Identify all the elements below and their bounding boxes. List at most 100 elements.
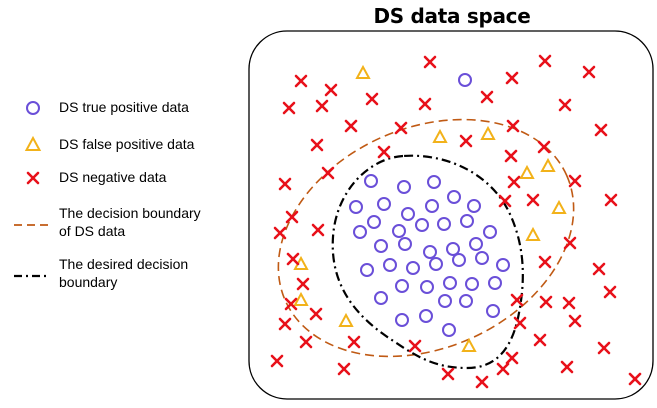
negative-point [498, 194, 512, 208]
legend-label: The decision boundary [59, 205, 201, 221]
negative-point [526, 193, 540, 207]
true-positive-point [374, 239, 388, 253]
true-positive-point [377, 197, 391, 211]
negative-point [562, 296, 576, 310]
legend-label: DS false positive data [59, 136, 195, 152]
false-positive-point [338, 312, 354, 327]
negative-point [592, 262, 606, 276]
negative-point [507, 175, 521, 189]
negative-point [315, 99, 329, 113]
negative-point [538, 255, 552, 269]
dash-dot-line-icon [14, 274, 50, 278]
negative-point [568, 314, 582, 328]
negative-point [282, 101, 296, 115]
cross-marker-icon [26, 171, 40, 185]
true-positive-point [447, 190, 461, 204]
negative-point [408, 339, 422, 353]
true-positive-point [419, 309, 433, 323]
true-positive-point [401, 207, 415, 221]
desired-boundary-path [331, 154, 524, 370]
negative-point [628, 372, 642, 386]
true-positive-point [438, 294, 452, 308]
negative-point [506, 119, 520, 133]
negative-point [284, 297, 298, 311]
negative-point [604, 193, 618, 207]
true-positive-point [360, 263, 374, 277]
negative-point [582, 65, 596, 79]
circle-marker-icon [26, 101, 40, 115]
true-positive-point [427, 175, 441, 189]
true-positive-point [458, 73, 472, 87]
false-positive-point [432, 128, 448, 143]
negative-point [294, 74, 308, 88]
negative-point [365, 92, 379, 106]
true-positive-point [483, 225, 497, 239]
true-positive-point [475, 251, 489, 265]
false-positive-point [551, 199, 567, 214]
negative-point [273, 226, 287, 240]
false-positive-point [480, 125, 496, 140]
negative-point [475, 375, 489, 389]
negative-point [394, 121, 408, 135]
true-positive-point [353, 225, 367, 239]
negative-point [296, 277, 310, 291]
legend-label: DS negative data [59, 169, 167, 185]
true-positive-point [406, 261, 420, 275]
negative-point [568, 174, 582, 188]
negative-point [337, 362, 351, 376]
negative-point [560, 360, 574, 374]
negative-point [539, 295, 553, 309]
true-positive-point [467, 199, 481, 213]
negative-point [513, 316, 527, 330]
true-positive-point [397, 180, 411, 194]
legend: DS true positive data DS false positive … [0, 0, 245, 408]
negative-point [537, 140, 551, 154]
true-positive-point [429, 257, 443, 271]
true-positive-point [392, 224, 406, 238]
true-positive-point [488, 276, 502, 290]
true-positive-point [442, 323, 456, 337]
true-positive-point [486, 304, 500, 318]
legend-label: boundary [59, 274, 118, 290]
true-positive-point [367, 215, 381, 229]
negative-point [321, 166, 335, 180]
true-positive-point [459, 294, 473, 308]
true-positive-point [423, 245, 437, 259]
true-positive-point [496, 258, 510, 272]
negative-point [347, 335, 361, 349]
true-positive-point [446, 242, 460, 256]
negative-point [278, 317, 292, 331]
false-positive-point [519, 164, 535, 179]
false-positive-point [293, 291, 309, 306]
negative-point [594, 123, 608, 137]
legend-label: of DS data [59, 223, 126, 239]
negative-point [603, 285, 617, 299]
triangle-marker-icon [24, 135, 42, 151]
true-positive-point [460, 214, 474, 228]
negative-point [286, 252, 300, 266]
negative-point [310, 138, 324, 152]
true-positive-point [364, 174, 378, 188]
negative-point [459, 134, 473, 148]
negative-point [505, 71, 519, 85]
negative-point [441, 367, 455, 381]
diagram-title: DS data space [373, 4, 531, 28]
negative-point [299, 335, 313, 349]
true-positive-point [395, 279, 409, 293]
legend-label: DS true positive data [59, 99, 189, 115]
negative-point [563, 236, 577, 250]
false-positive-point [525, 226, 541, 241]
negative-point [504, 149, 518, 163]
negative-point [270, 354, 284, 368]
negative-point [418, 97, 432, 111]
false-positive-point [355, 64, 371, 79]
negative-point [597, 341, 611, 355]
negative-point [344, 119, 358, 133]
negative-point [538, 54, 552, 68]
true-positive-point [425, 199, 439, 213]
desired-decision-boundary [331, 154, 524, 370]
negative-point [505, 351, 519, 365]
negative-point [480, 90, 494, 104]
